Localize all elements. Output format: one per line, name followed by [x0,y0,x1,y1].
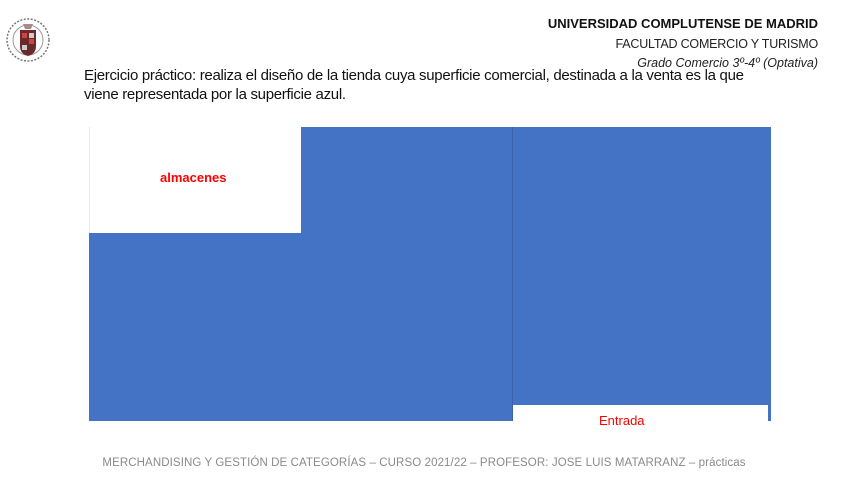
faculty-name: FACULTAD COMERCIO Y TURISMO [615,37,819,51]
sales-area-right [512,127,771,421]
university-seal-logo [6,18,50,62]
storage-label: almacenes [160,170,227,185]
storage-area: almacenes [89,127,301,233]
entrance-label: Entrada [599,413,645,428]
university-name: UNIVERSIDAD COMPLUTENSE DE MADRID [547,16,818,31]
slide-footer: MERCHANDISING Y GESTIÓN DE CATEGORÍAS – … [102,457,746,469]
exercise-statement: Ejercicio práctico: realiza el diseño de… [84,67,744,103]
degree-name: Grado Comercio 3º-4º (Optativa) [637,56,818,70]
entrance-area: Entrada [513,405,768,428]
